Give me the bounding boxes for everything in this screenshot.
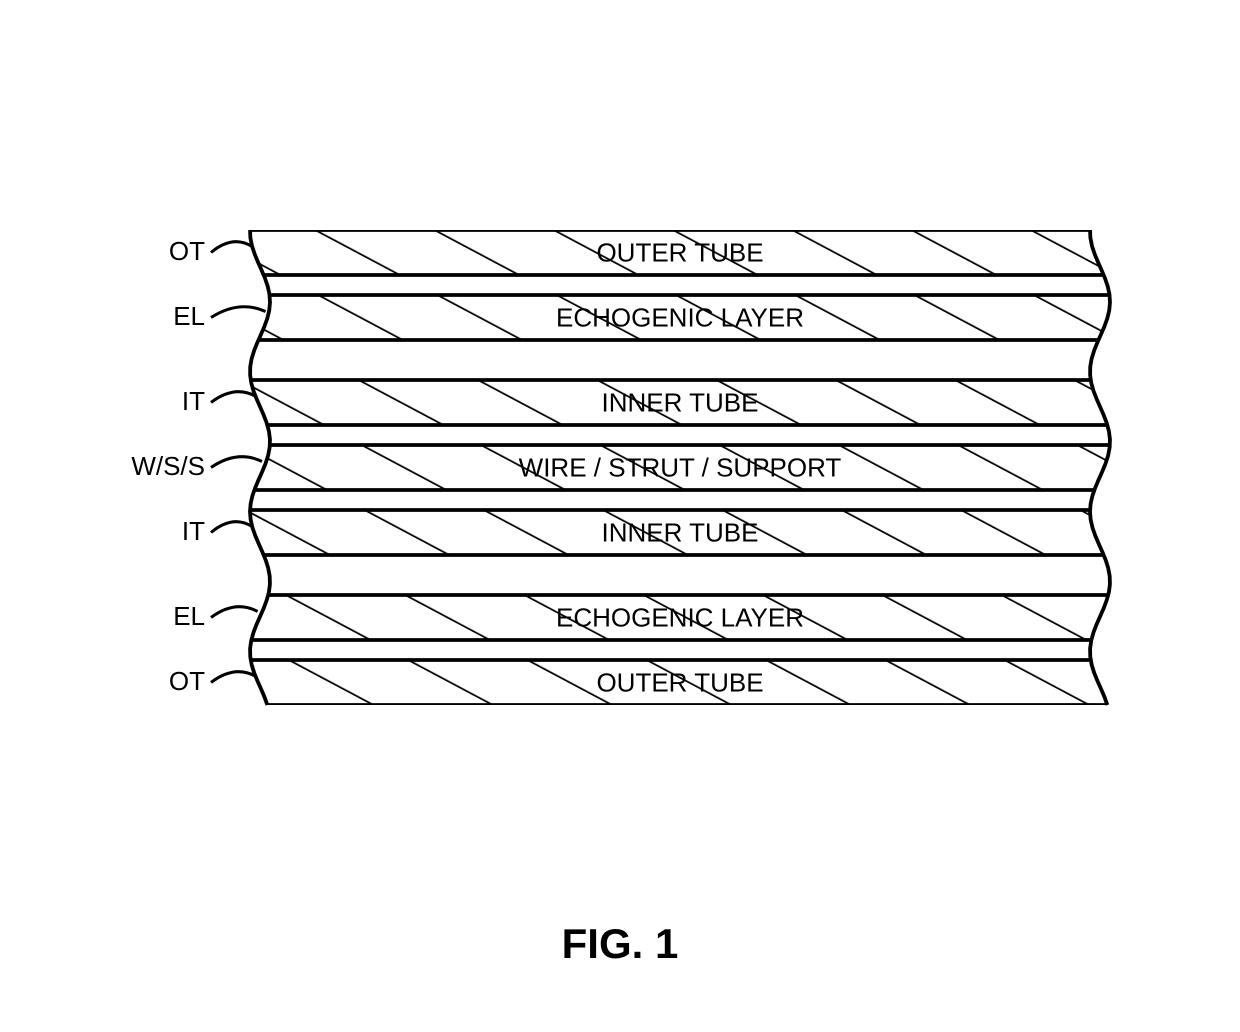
figure-1: OUTER TUBE ECHOGENIC LAYER INNER TUBE WIRE …: [0, 0, 1240, 1032]
layer-text-6: OUTER TUBE: [596, 668, 763, 698]
leader-line-2: [211, 392, 256, 403]
leader-line-6: [211, 672, 256, 683]
layer-text-5: ECHOGENIC LAYER: [556, 603, 804, 633]
leader-line-4: [211, 522, 252, 533]
ref-label-1: EL: [0, 301, 205, 332]
leader-line-0: [211, 242, 252, 253]
figure-caption: FIG. 1: [0, 920, 1240, 968]
layer-text-3: WIRE / STRUT / SUPPORT: [519, 453, 842, 483]
ref-label-4: IT: [0, 516, 205, 547]
leader-line-1: [211, 307, 266, 318]
ref-label-2: IT: [0, 386, 205, 417]
ref-label-3: W/S/S: [0, 451, 205, 482]
layer-text-2: INNER TUBE: [602, 388, 759, 418]
ref-label-0: OT: [0, 236, 205, 267]
leader-line-3: [211, 457, 262, 468]
leader-line-5: [211, 607, 258, 618]
ref-label-5: EL: [0, 601, 205, 632]
layer-text-0: OUTER TUBE: [596, 238, 763, 268]
layer-text-1: ECHOGENIC LAYER: [556, 303, 804, 333]
ref-label-6: OT: [0, 666, 205, 697]
layer-text-4: INNER TUBE: [602, 518, 759, 548]
